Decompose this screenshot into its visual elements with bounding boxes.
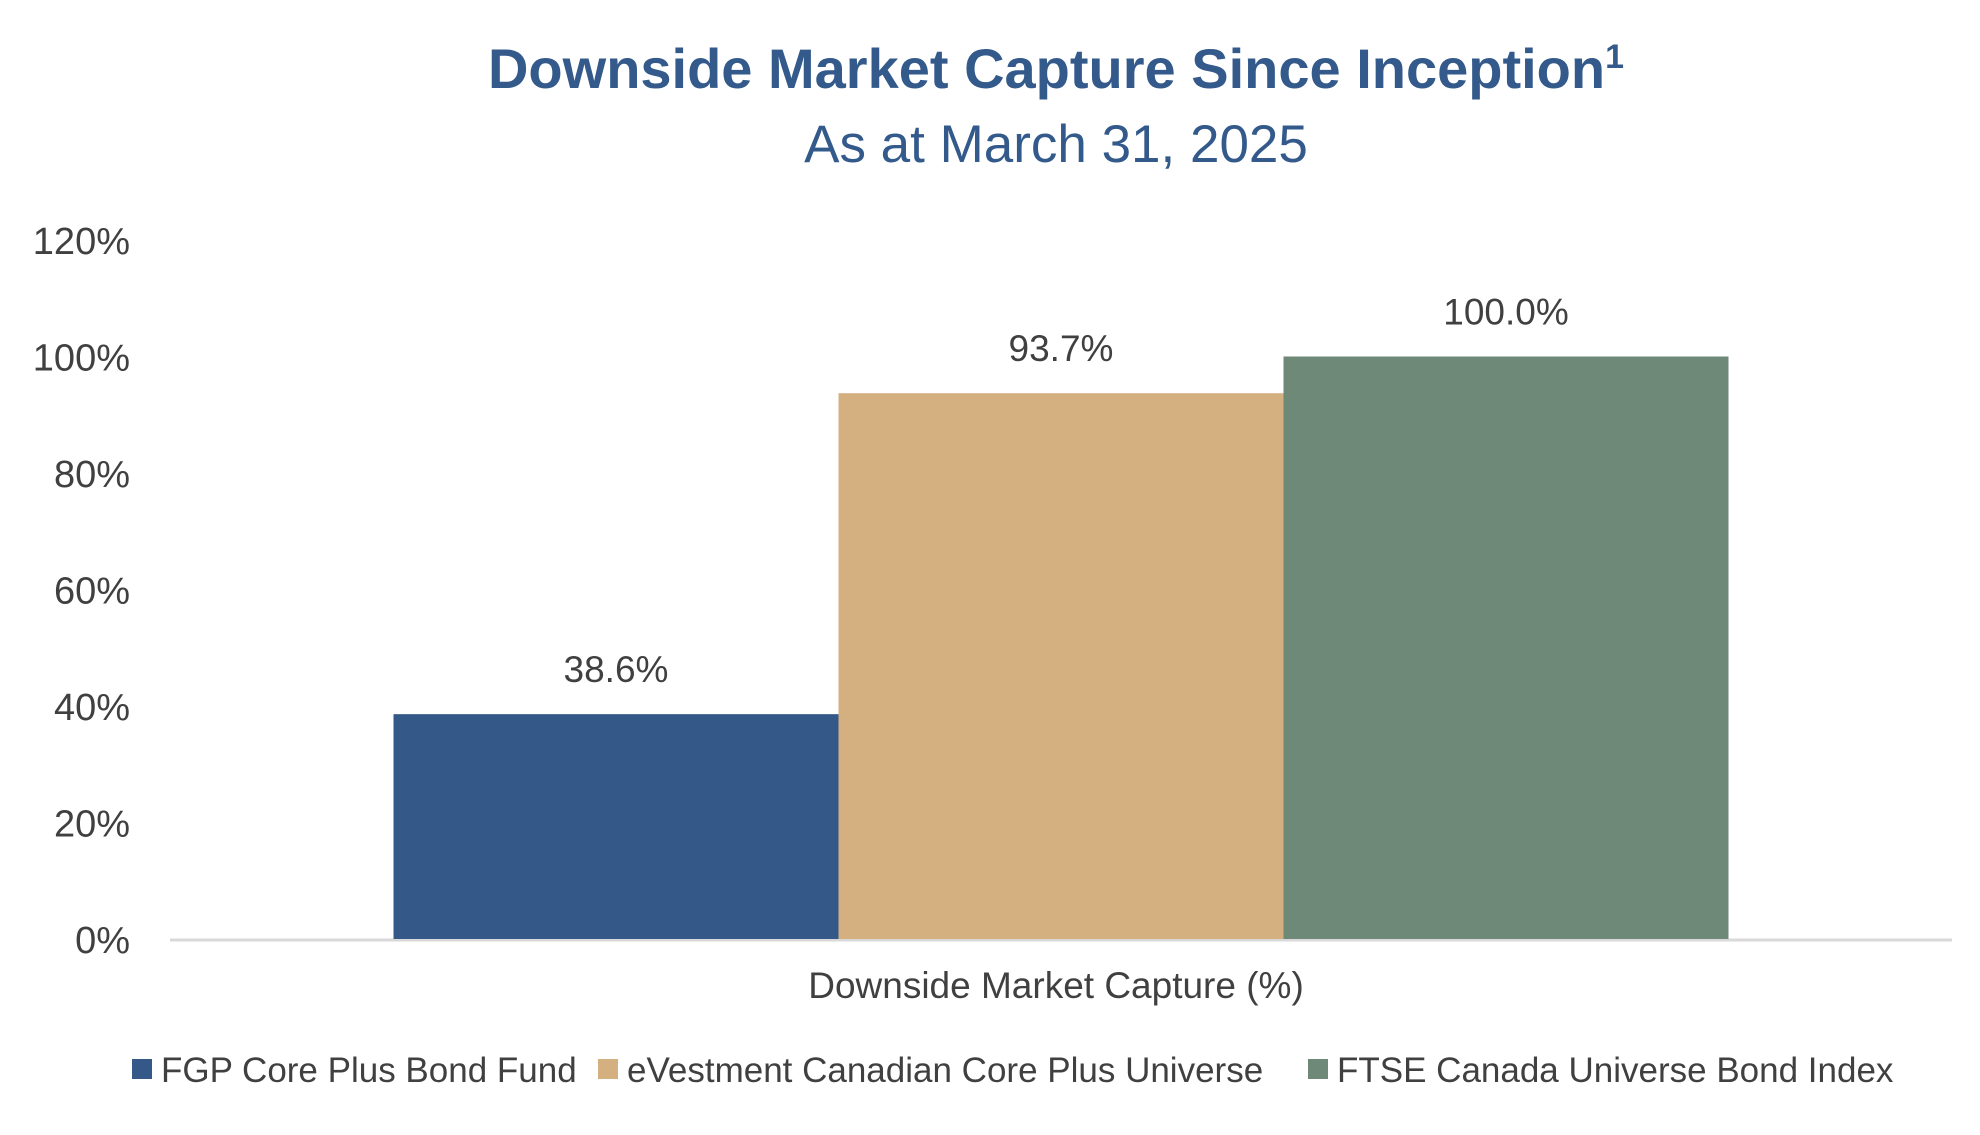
x-axis-title: Downside Market Capture (%) xyxy=(808,965,1304,1006)
data-labels: 38.6% 93.7% 100.0% xyxy=(564,292,1569,691)
legend-label-2: eVestment Canadian Core Plus Universe xyxy=(627,1051,1263,1090)
bar-1 xyxy=(393,714,839,939)
y-tick-label: 20% xyxy=(54,804,130,846)
data-label-3: 100.0% xyxy=(1443,292,1569,333)
y-tick-label: 40% xyxy=(54,687,130,729)
y-axis-ticks: 0% 20% 40% 60% 80% 100% 120% xyxy=(33,221,130,962)
chart-title: Downside Market Capture Since Inception1 xyxy=(488,37,1624,100)
y-tick-label: 80% xyxy=(54,454,130,496)
bar-3 xyxy=(1283,356,1729,939)
chart-subtitle: As at March 31, 2025 xyxy=(804,115,1308,174)
legend-swatch-1 xyxy=(132,1059,152,1079)
bars xyxy=(393,356,1729,939)
title-superscript: 1 xyxy=(1605,38,1624,76)
legend-swatch-2 xyxy=(598,1059,618,1079)
y-tick-label: 60% xyxy=(54,571,130,613)
legend-swatch-3 xyxy=(1308,1059,1328,1079)
bar-2 xyxy=(838,393,1284,939)
y-tick-label: 100% xyxy=(33,338,130,380)
data-label-2: 93.7% xyxy=(1009,328,1114,369)
y-tick-label: 120% xyxy=(33,221,130,263)
data-label-1: 38.6% xyxy=(564,649,669,690)
chart-title-text: Downside Market Capture Since Inception xyxy=(488,37,1605,100)
legend: FGP Core Plus Bond Fund eVestment Canadia… xyxy=(132,1051,1894,1090)
legend-label-1: FGP Core Plus Bond Fund xyxy=(161,1051,577,1090)
y-tick-label: 0% xyxy=(75,920,130,962)
legend-label-3: FTSE Canada Universe Bond Index xyxy=(1337,1051,1894,1090)
